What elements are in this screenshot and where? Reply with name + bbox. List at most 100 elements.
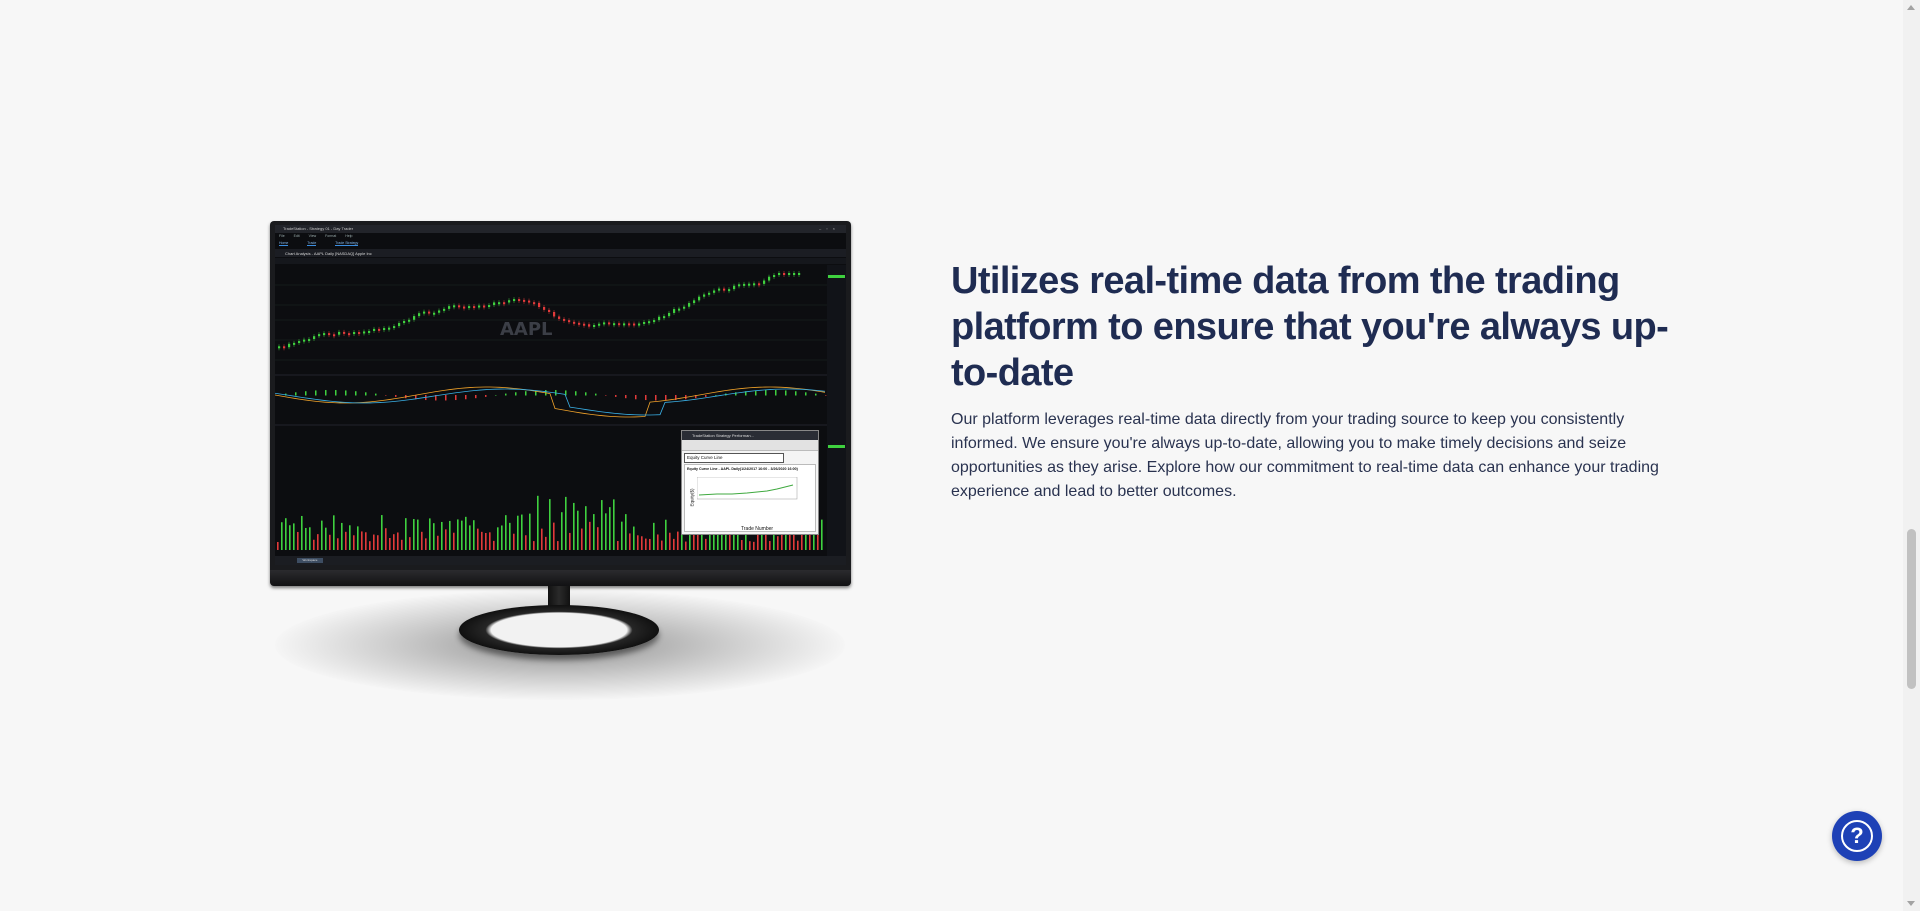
question-mark-icon: ?: [1841, 820, 1873, 852]
candle-body: [753, 283, 756, 286]
volume-bar: [777, 536, 779, 550]
volume-bar: [641, 536, 643, 550]
volume-bar: [433, 523, 435, 550]
macd-histogram-bar: [395, 395, 397, 397]
volume-bar: [537, 495, 539, 550]
candle-body: [653, 320, 656, 323]
volume-bar: [629, 533, 631, 550]
screen-menu-item: View: [308, 234, 317, 238]
candle-body: [368, 330, 371, 333]
candle-body: [588, 324, 591, 327]
macd-histogram-bar: [565, 390, 567, 396]
macd-histogram-bar: [795, 391, 797, 396]
volume-bar: [413, 519, 415, 550]
candle-body: [793, 273, 796, 275]
volume-bar: [425, 538, 427, 550]
volume-bar: [653, 522, 655, 550]
macd-histogram-bar: [305, 391, 307, 396]
candle-body: [313, 336, 316, 340]
volume-bar: [617, 541, 619, 550]
help-button[interactable]: ?: [1832, 811, 1882, 861]
volume-bar: [541, 528, 543, 550]
scroll-down-arrow-icon[interactable]: [1907, 901, 1915, 906]
macd-histogram-bar: [635, 395, 637, 400]
monitor-base: [459, 605, 659, 655]
candle-body: [323, 333, 326, 336]
macd-histogram-bar: [785, 390, 787, 396]
volume-bar: [557, 541, 559, 550]
monitor-bezel-bottom: [270, 570, 851, 586]
volume-bar: [353, 535, 355, 550]
volume-bar: [429, 518, 431, 550]
volume-bar: [637, 535, 639, 550]
price-candles: [278, 271, 801, 351]
volume-bar: [533, 541, 535, 550]
candle-body: [633, 323, 636, 326]
screen-menu-item: File: [279, 234, 285, 238]
macd-histogram-bar: [345, 390, 347, 396]
candle-body: [673, 309, 676, 313]
screen-tab: Home: [279, 241, 289, 246]
screen-menu-item: Edit: [293, 234, 300, 238]
volume-bar: [769, 541, 771, 550]
equity-chart-ylabel: Equity($): [689, 488, 695, 507]
volume-bar: [633, 526, 635, 550]
macd-histogram-bar: [535, 390, 537, 396]
candle-body: [523, 299, 526, 302]
macd-histogram-bar: [615, 395, 617, 397]
candle-body: [538, 302, 541, 308]
screen-chart-header: Chart Analysis - AAPL Daily [NASDAQ] App…: [275, 249, 846, 257]
candle-body: [518, 299, 521, 302]
scroll-thumb[interactable]: [1907, 529, 1916, 689]
volume-bar: [717, 525, 719, 550]
page-scrollbar[interactable]: [1903, 0, 1920, 911]
volume-bar: [365, 532, 367, 550]
volume-bar: [453, 532, 455, 550]
macd-histogram-bar: [755, 390, 757, 396]
macd-histogram-bar: [515, 392, 517, 396]
volume-bar: [597, 527, 599, 550]
candle-body: [473, 306, 476, 309]
screen-menu-item: Format: [325, 234, 337, 238]
volume-bar: [457, 519, 459, 550]
candle-body: [668, 312, 671, 317]
candle-body: [463, 306, 466, 309]
candle-body: [578, 322, 581, 325]
volume-bar: [797, 540, 799, 550]
candle-body: [723, 288, 726, 291]
volume-bar: [373, 534, 375, 550]
candle-body: [478, 305, 481, 308]
volume-bar: [785, 521, 787, 550]
candle-body: [353, 332, 356, 335]
candle-body: [398, 323, 401, 327]
volume-bar: [765, 529, 767, 550]
candle-body: [348, 333, 351, 336]
volume-bar: [445, 529, 447, 550]
candle-body: [443, 308, 446, 311]
volume-bar: [657, 534, 659, 550]
volume-bar: [329, 534, 331, 550]
volume-bar: [757, 532, 759, 550]
candle-body: [358, 332, 361, 335]
volume-bar: [585, 506, 587, 550]
candle-body: [388, 327, 391, 330]
macd-histogram-bar: [525, 391, 527, 396]
scroll-up-arrow-icon[interactable]: [1907, 5, 1915, 10]
candle-body: [283, 346, 286, 349]
volume-bar: [729, 534, 731, 550]
candle-body: [703, 294, 706, 297]
volume-bar: [281, 522, 283, 550]
volume-bar: [721, 524, 723, 550]
volume-bar: [325, 527, 327, 550]
candle-body: [328, 333, 331, 336]
volume-bar: [517, 515, 519, 550]
chart-grid: [275, 284, 827, 426]
volume-bar: [473, 520, 475, 550]
candle-body: [768, 276, 771, 281]
volume-bar: [465, 516, 467, 550]
candle-body: [663, 316, 666, 319]
candle-body: [288, 343, 291, 348]
candle-body: [343, 331, 346, 334]
macd-histogram-bar: [415, 395, 417, 400]
volume-bar: [741, 540, 743, 550]
